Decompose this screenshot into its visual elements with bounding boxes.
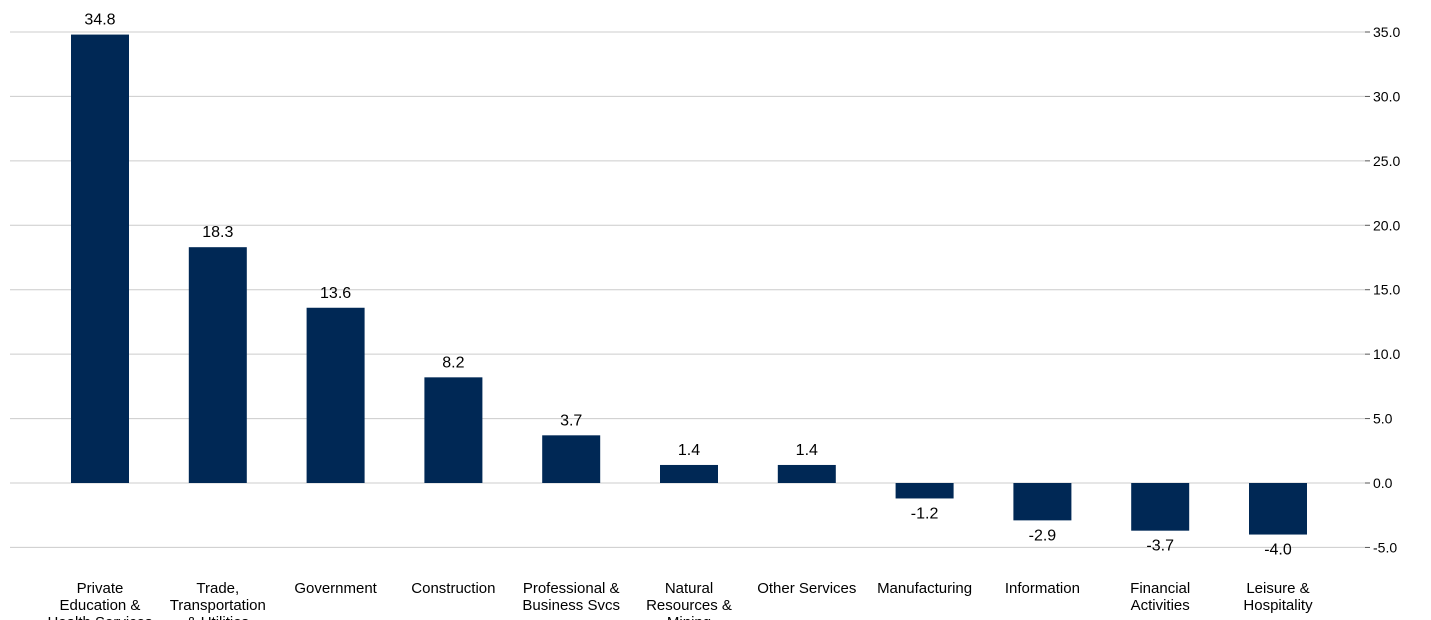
bar — [424, 377, 483, 483]
bar — [1013, 483, 1072, 521]
y-tick-label: -5.0 — [1373, 539, 1397, 555]
bar — [306, 307, 365, 483]
data-label: 3.7 — [560, 412, 582, 429]
y-tick-label: 20.0 — [1373, 217, 1400, 233]
bar — [777, 464, 836, 483]
x-tick-label-line: Transportation — [170, 597, 266, 614]
x-tick-label-line: Business Svcs — [522, 597, 620, 614]
bars — [71, 34, 1307, 535]
bar — [1131, 483, 1190, 531]
y-tick-label: 10.0 — [1373, 346, 1400, 362]
data-label: 13.6 — [320, 285, 351, 302]
bar — [71, 34, 129, 483]
x-tick-label-line: Manufacturing — [877, 580, 972, 597]
x-tick-label-line: Resources & — [646, 597, 732, 614]
x-tick-label-line: Financial — [1130, 580, 1190, 597]
x-tick-label: Professional & Business Svcs — [522, 580, 620, 614]
x-tick-label: Financial Activities — [1130, 580, 1190, 614]
data-label: 18.3 — [202, 224, 233, 241]
x-tick-label-line: Construction — [411, 580, 495, 597]
y-tick-label: 25.0 — [1373, 153, 1400, 169]
data-label: -1.2 — [911, 505, 939, 522]
x-tick-label: Information — [1005, 580, 1080, 597]
y-axis: 35.0 30.0 25.0 20.0 15.0 10.0 5.0 0.0 -5.0 — [1365, 24, 1400, 555]
x-tick-label-line: Health Services — [47, 614, 152, 620]
x-tick-label: Trade,Transportation& Utilities — [170, 580, 266, 620]
x-tick-label-line: & Utilities — [187, 614, 250, 620]
x-tick-label: Manufacturing — [877, 580, 972, 597]
data-label: -2.9 — [1029, 527, 1057, 544]
x-tick-label: Government — [294, 580, 377, 597]
y-tick-label: 35.0 — [1373, 24, 1400, 40]
bar — [660, 464, 718, 483]
y-tick-label: 15.0 — [1373, 282, 1400, 298]
x-tick-label-line: Government — [294, 580, 377, 597]
bar — [895, 483, 954, 499]
data-label: 1.4 — [796, 442, 818, 459]
y-tick-label: 0.0 — [1373, 475, 1393, 491]
data-labels: 34.8 18.3 13.6 8.2 3.7 1.4 1.4 -1.2 -2.9 -3.7 -4.0 — [84, 12, 1291, 559]
x-tick-label-line: Professional & — [523, 580, 620, 597]
x-tick-label-line: Hospitality — [1243, 597, 1313, 614]
x-tick-label-line: Activities — [1131, 597, 1190, 614]
data-label: 8.2 — [442, 354, 464, 371]
bar — [188, 247, 247, 483]
y-tick-label: 5.0 — [1373, 411, 1393, 427]
y-tick-label: 30.0 — [1373, 88, 1400, 104]
x-tick-label-line: Information — [1005, 580, 1080, 597]
data-label: -3.7 — [1146, 538, 1174, 555]
x-tick-label-line: Mining — [667, 614, 711, 620]
x-tick-label-line: Private — [77, 580, 124, 597]
bar — [542, 435, 601, 483]
data-label: -4.0 — [1264, 542, 1292, 559]
x-tick-label-line: Education & — [60, 597, 141, 614]
data-label: 34.8 — [84, 12, 115, 29]
x-tick-label: Construction — [411, 580, 495, 597]
x-tick-label-line: Leisure & — [1246, 580, 1309, 597]
x-tick-label-line: Other Services — [757, 580, 856, 597]
bar — [1249, 483, 1307, 535]
x-tick-label: Leisure & Hospitality — [1243, 580, 1313, 614]
x-tick-label: Other Services — [757, 580, 856, 597]
x-tick-label-line: Trade, — [196, 580, 239, 597]
data-label: 1.4 — [678, 442, 700, 459]
x-tick-label-line: Natural — [665, 580, 713, 597]
